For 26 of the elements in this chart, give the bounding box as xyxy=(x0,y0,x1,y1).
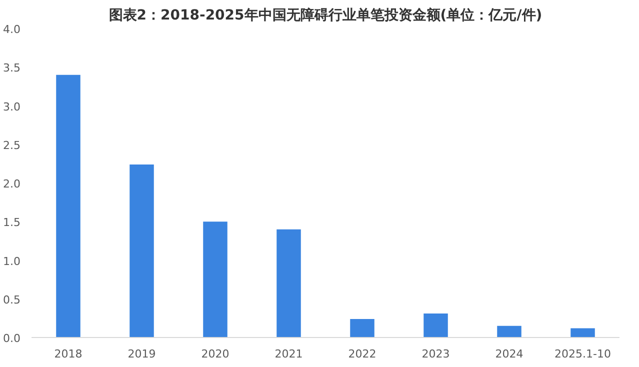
y-tick-label: 1.0 xyxy=(3,254,21,268)
bar xyxy=(203,222,228,338)
y-tick-label: 2.5 xyxy=(3,138,21,152)
y-tick-label: 3.5 xyxy=(3,62,21,75)
x-tick-label: 2020 xyxy=(201,348,230,360)
bar xyxy=(424,314,448,338)
y-tick-label: 1.5 xyxy=(3,216,21,230)
bar xyxy=(130,164,154,338)
bar xyxy=(56,74,80,338)
x-tick-label: 2018 xyxy=(54,348,82,360)
x-tick-label: 2024 xyxy=(495,348,524,360)
x-tick-label: 2021 xyxy=(274,348,303,360)
x-tick-label: 2025.1-10 xyxy=(554,348,611,360)
bar xyxy=(497,326,522,338)
y-tick-label: 4.0 xyxy=(3,23,21,36)
bar xyxy=(350,318,374,338)
y-tick-label: 3.0 xyxy=(3,100,21,114)
chart-title: 图表2：2018-2025年中国无障碍行业单笔投资金额(单位：亿元/件) xyxy=(108,6,542,24)
y-tick-label: 0.0 xyxy=(3,332,21,345)
x-tick-label: 2019 xyxy=(128,348,156,360)
y-tick-label: 2.0 xyxy=(3,178,21,190)
x-tick-label: 2023 xyxy=(422,348,450,360)
bar xyxy=(276,229,301,338)
bar xyxy=(570,328,595,338)
x-tick-label: 2022 xyxy=(348,348,376,360)
y-tick-label: 0.5 xyxy=(3,293,21,306)
